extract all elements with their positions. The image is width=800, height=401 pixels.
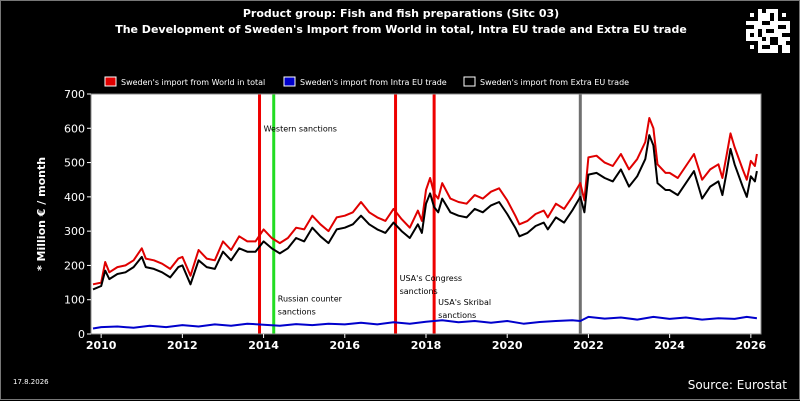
annotation-label: USA's Skribal: [438, 298, 491, 307]
annotation-label: Russian counter: [278, 294, 343, 303]
x-tick-label: 2018: [411, 339, 442, 352]
y-tick-label: 0: [78, 328, 85, 341]
legend-label: Sweden's import from World in total: [121, 78, 265, 87]
y-tick-label: 600: [64, 122, 85, 135]
legend-swatch: [283, 76, 296, 87]
y-tick-label: 700: [64, 88, 85, 101]
x-tick-label: 2026: [736, 339, 767, 352]
legend-swatch: [104, 76, 117, 87]
annotation-label: sanctions: [278, 307, 316, 316]
series-line: [92, 117, 758, 286]
annotation-label: USA's Congress: [400, 274, 462, 283]
x-tick-label: 2014: [248, 339, 279, 352]
annotation-label: sanctions: [438, 311, 476, 320]
x-tick-label: 2016: [329, 339, 360, 352]
y-tick-label: 500: [64, 157, 85, 170]
chart-title: Product group: Fish and fish preparation…: [242, 7, 560, 20]
y-tick-label: 200: [64, 259, 85, 272]
annotation-label: sanctions: [400, 287, 438, 296]
qr-code-icon: [746, 9, 790, 53]
series-line: [92, 315, 758, 330]
y-tick-label: 400: [64, 191, 85, 204]
series-line: [92, 134, 758, 291]
x-tick-label: 2020: [492, 339, 523, 352]
legend-label: Sweden's import from Extra EU trade: [480, 78, 629, 87]
x-tick-label: 2024: [654, 339, 685, 352]
legend-swatch: [463, 76, 476, 87]
x-tick-label: 2010: [86, 339, 117, 352]
chart-subtitle: The Development of Sweden's Import from …: [115, 23, 687, 36]
plot-area: [91, 94, 761, 334]
date-stamp: 17.8.2026: [13, 378, 49, 386]
x-tick-label: 2022: [573, 339, 604, 352]
source-label: Source: Eurostat: [687, 378, 787, 392]
x-tick-label: 2012: [167, 339, 198, 352]
y-tick-label: 100: [64, 294, 85, 307]
y-tick-label: 300: [64, 225, 85, 238]
y-axis-label: * Million € / month: [35, 157, 48, 271]
annotation-label: Western sanctions: [264, 125, 337, 134]
legend-label: Sweden's import from Intra EU trade: [300, 78, 447, 87]
